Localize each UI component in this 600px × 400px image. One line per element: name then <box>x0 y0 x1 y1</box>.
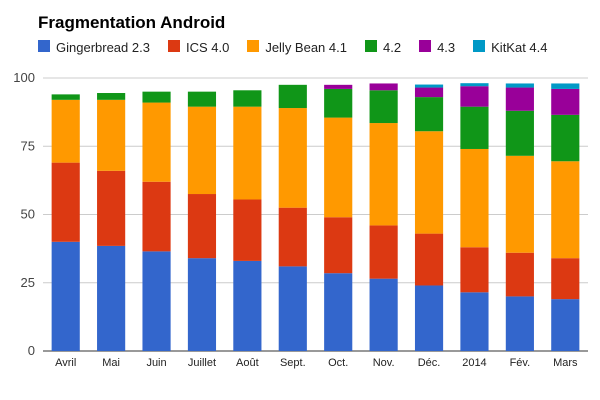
x-tick-label: Mars <box>553 357 578 369</box>
bar-segment <box>369 278 398 351</box>
bar-segment <box>551 88 580 115</box>
bar-segment <box>460 86 489 107</box>
bar-segment <box>369 123 398 226</box>
bar-segment <box>505 110 534 156</box>
bar-segment <box>414 233 444 286</box>
bar-segment <box>142 91 171 103</box>
bar-segment <box>551 83 580 89</box>
bar-segment <box>278 266 307 351</box>
legend-item: Jelly Bean 4.1 <box>247 39 347 55</box>
legend-label: KitKat 4.4 <box>491 39 548 55</box>
y-tick-label: 100 <box>13 70 35 85</box>
bar-segment <box>233 90 262 107</box>
bar-segment <box>278 207 307 267</box>
x-tick-label: Déc. <box>418 357 441 369</box>
bar-segment <box>187 194 217 259</box>
bar-segment <box>142 102 171 182</box>
bar-segment <box>369 83 398 91</box>
bar-segment <box>51 99 80 163</box>
bar-segment <box>142 251 171 351</box>
legend-item: KitKat 4.4 <box>473 39 548 55</box>
x-tick-label: Mai <box>102 357 120 369</box>
bar-segment <box>551 299 580 351</box>
legend-swatch <box>364 40 377 53</box>
bar-segment <box>414 131 444 234</box>
y-tick-label: 75 <box>21 138 35 153</box>
bar-segment <box>97 93 126 100</box>
bar-segment <box>460 106 489 149</box>
bar-segment <box>187 106 217 195</box>
bar-segment <box>142 181 171 252</box>
bar-segment <box>233 199 262 261</box>
x-tick-label: Sept. <box>280 357 306 369</box>
legend-swatch <box>473 40 486 53</box>
bar-segment <box>324 273 353 351</box>
bar-segment <box>460 247 489 293</box>
x-tick-label: Oct. <box>328 357 348 369</box>
y-tick-label: 25 <box>21 275 35 290</box>
y-tick-label: 0 <box>28 343 35 358</box>
bar-segment <box>460 148 489 248</box>
x-tick-label: Fév. <box>510 357 531 369</box>
bar-segment <box>414 285 444 351</box>
bar-segment <box>505 155 534 253</box>
legend-label: 4.3 <box>437 39 456 55</box>
bar-segment <box>551 114 580 162</box>
bar-segment <box>187 91 217 107</box>
bar-segment <box>97 245 126 351</box>
bar-segment <box>414 87 444 98</box>
x-tick-label: Nov. <box>373 357 395 369</box>
bar-segment <box>324 88 353 118</box>
x-tick-label: Juillet <box>188 357 216 369</box>
bar-segment <box>324 117 353 218</box>
bar-segment <box>51 94 80 100</box>
legend-swatch <box>247 40 260 53</box>
bar-segment <box>505 83 534 88</box>
x-tick-label: Avril <box>55 357 76 369</box>
legend: Gingerbread 2.3 ICS 4.0 Jelly Bean 4.1 4.2 4… <box>38 38 566 55</box>
y-tick-label: 50 <box>21 207 35 222</box>
legend-item: 4.3 <box>419 39 455 55</box>
legend-swatch <box>38 40 50 53</box>
bar-segment <box>51 241 80 351</box>
bar-segment <box>505 296 534 351</box>
bar-segment <box>97 170 126 246</box>
bar-segment <box>278 108 307 208</box>
bar-segment <box>51 162 80 242</box>
legend-label: ICS 4.0 <box>185 39 230 55</box>
bar-segment <box>233 106 262 200</box>
bar-segment <box>505 87 534 111</box>
bar-segment <box>505 252 534 297</box>
bar-segment <box>324 217 353 274</box>
legend-swatch <box>419 40 432 53</box>
bar-segment <box>278 84 307 109</box>
x-tick-label: Août <box>236 357 259 369</box>
legend-label: Gingerbread 2.3 <box>56 39 150 55</box>
bar-segment <box>460 83 489 87</box>
bar-segment <box>414 84 444 88</box>
bar-segment <box>551 258 580 300</box>
legend-label: Jelly Bean 4.1 <box>265 39 347 55</box>
bar-segment <box>97 99 126 171</box>
bar-segment <box>369 225 398 279</box>
legend-item: 4.2 <box>364 39 402 55</box>
bar-segment <box>324 84 353 89</box>
x-tick-label: Juin <box>146 357 166 369</box>
bar-segment <box>187 258 217 351</box>
x-tick-label: 2014 <box>462 357 486 369</box>
bar-segment <box>551 161 580 259</box>
legend-label: 4.2 <box>382 39 402 55</box>
legend-item: ICS 4.0 <box>167 39 230 55</box>
legend-swatch <box>167 40 180 53</box>
bar-segment <box>414 97 444 132</box>
bar-segment <box>369 90 398 124</box>
legend-item: Gingerbread 2.3 <box>38 39 150 55</box>
bar-segment <box>460 292 489 351</box>
chart-title: Fragmentation Android <box>38 13 226 32</box>
bar-segment <box>233 260 262 351</box>
